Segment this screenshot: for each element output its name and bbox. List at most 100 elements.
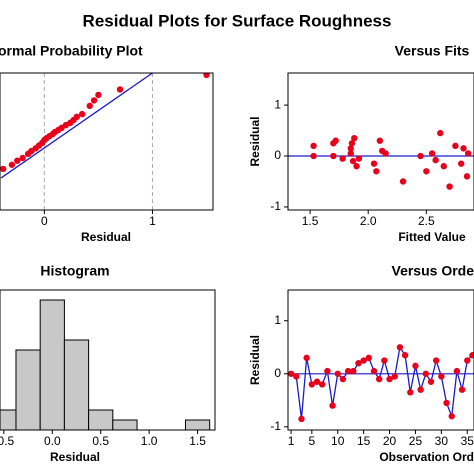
data-point [8,161,16,168]
x-tick-label: 0.5 [92,434,109,448]
data-point [399,178,407,185]
data-point [423,168,430,175]
data-point [350,367,357,375]
main-title: Residual Plots for Surface Roughness [83,11,392,30]
panel-title: Versus Orde [392,263,474,279]
data-point [407,389,414,396]
data-point [427,378,435,385]
x-tick-label: 1.5 [302,214,319,228]
data-point [334,370,341,377]
x-tick-label: -0.5 [0,434,15,448]
data-point [313,378,321,385]
data-point [446,183,453,190]
x-tick-label: 20 [383,434,397,448]
data-point [365,354,373,362]
x-tick-label: 0 [41,214,48,228]
x-tick-label: 1 [149,214,156,228]
data-point [347,145,354,152]
x-tick-label: 35 [461,434,474,448]
data-point [90,97,98,104]
plot-frame [0,289,216,431]
y-tick-label: 0 [274,366,281,380]
data-point [443,399,450,407]
data-point [324,367,331,375]
panel-title: Versus Fits [395,43,470,59]
data-point [344,367,352,375]
data-point [351,134,358,142]
y-tick-label: 1 [274,313,281,327]
plot-area [0,299,211,430]
y-tick-label: 1 [274,97,281,111]
bar [15,349,41,430]
data-point [329,402,336,409]
y-tick-label: -1 [270,199,281,213]
data-point [347,150,354,157]
data-point [0,165,7,173]
x-tick-label: 10 [331,434,345,448]
data-point [373,168,380,175]
data-point [332,137,339,144]
data-point [370,160,378,167]
data-point [438,373,445,380]
data-point [452,142,459,150]
data-point [86,102,93,110]
y-tick-label: -1 [270,419,281,433]
data-point [95,91,102,99]
x-tick-label: 15 [357,434,371,448]
bar [39,299,65,430]
data-point [458,386,466,393]
data-point [78,110,86,118]
plot-area [288,344,474,423]
data-point [469,352,474,359]
data-point [437,129,444,137]
data-point [339,155,346,162]
x-axis-label: Residual [81,230,131,244]
data-point [14,157,21,164]
data-point [376,137,384,144]
data-point [339,375,347,383]
data-point [428,150,436,157]
plot-area [0,73,210,210]
data-point [458,160,465,167]
data-point [440,163,447,170]
panel-title: ormal Probability Plot [0,43,143,59]
plot-frame [287,72,474,211]
data-point [370,367,378,375]
data-point [381,357,388,364]
bar [0,409,17,430]
data-point [353,163,360,170]
data-point [417,152,424,160]
plot-area [288,129,474,190]
x-axis-label: Residual [50,450,100,464]
data-point [203,73,210,79]
bar [112,419,138,430]
data-point [448,413,455,420]
data-point [375,375,383,383]
data-point [318,381,326,388]
data-point [355,359,362,367]
x-tick-label: 2.5 [418,214,435,228]
bar [184,419,211,430]
x-tick-label: 5 [308,434,315,448]
x-axis-label: Fitted Value [398,230,466,244]
x-tick-label: 1.0 [141,434,158,448]
data-point [330,152,337,160]
x-tick-label: 0.0 [44,434,61,448]
y-axis-label: Residual [248,335,262,385]
data-point [422,370,430,377]
data-point [463,173,471,180]
x-tick-label: 1 [288,434,295,448]
data-point [19,154,26,162]
bar [63,339,90,430]
data-point [298,415,305,423]
data-point [303,354,310,362]
data-point [310,142,317,150]
y-axis-label: Residual [248,116,262,166]
data-point [116,86,124,93]
data-point [308,381,316,388]
data-point [386,375,393,383]
data-point [288,370,295,377]
data-point [293,373,300,380]
x-tick-label: 25 [409,434,423,448]
data-point [412,362,419,370]
